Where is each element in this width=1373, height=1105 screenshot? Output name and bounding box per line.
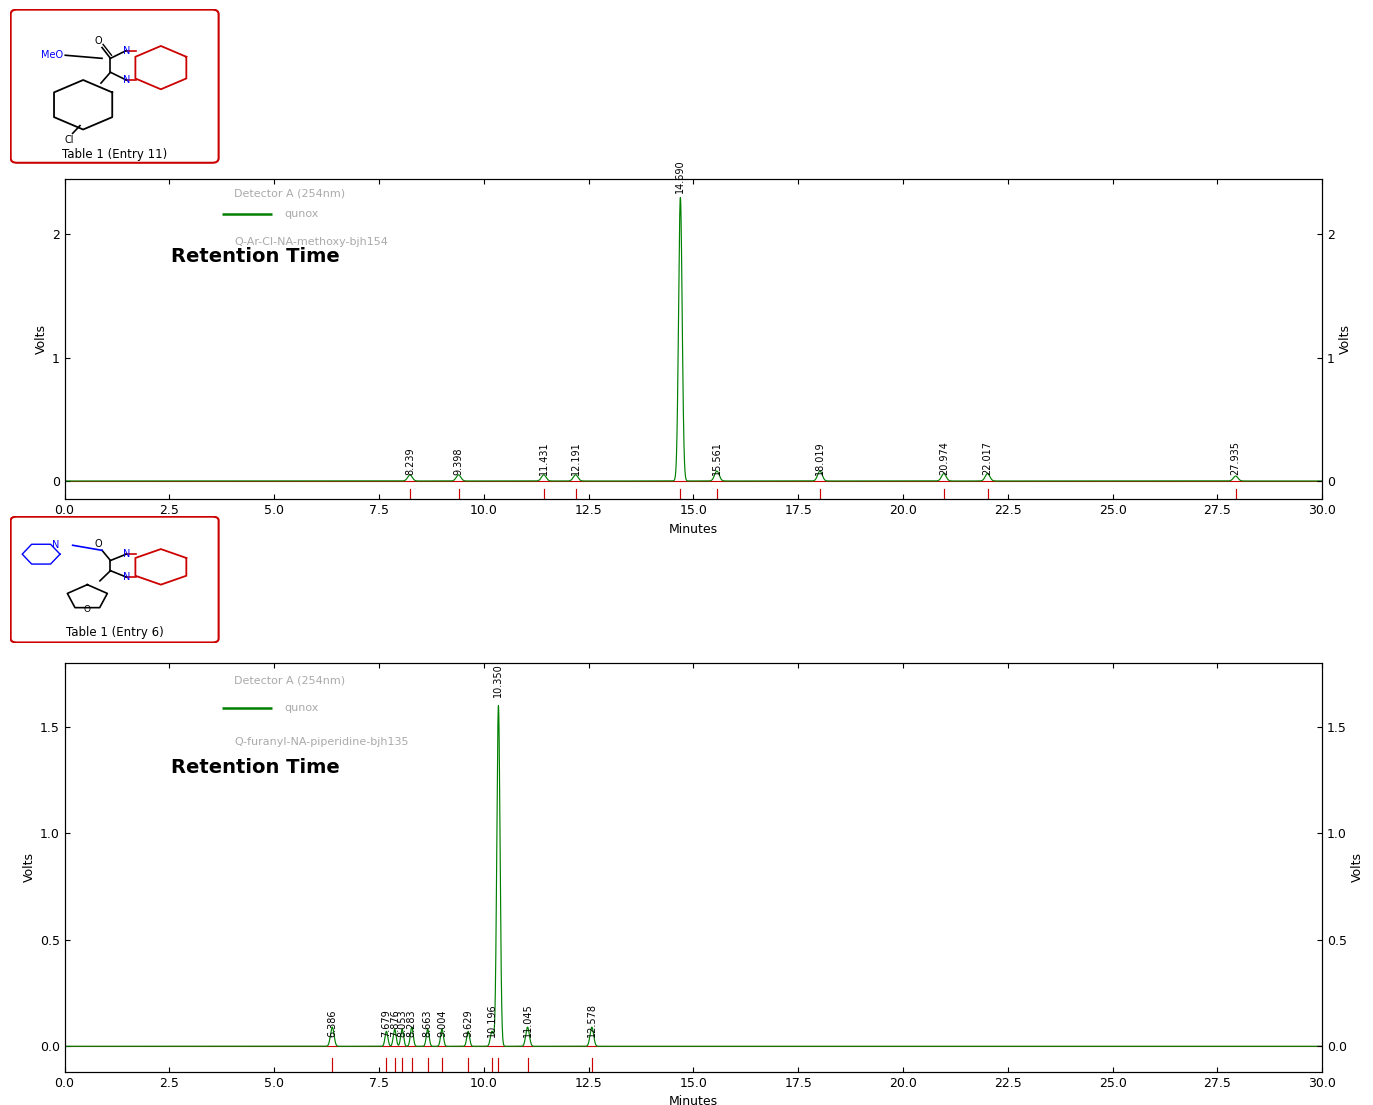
Text: 8.239: 8.239 xyxy=(405,448,415,475)
Text: Cl: Cl xyxy=(65,135,74,145)
Y-axis label: Volts: Volts xyxy=(1351,852,1365,883)
Text: 7.876: 7.876 xyxy=(390,1009,400,1036)
Text: O: O xyxy=(93,36,102,46)
Text: Table 1 (Entry 11): Table 1 (Entry 11) xyxy=(62,148,168,160)
Y-axis label: Volts: Volts xyxy=(34,324,48,355)
Text: 18.019: 18.019 xyxy=(816,442,825,475)
Text: 8.283: 8.283 xyxy=(406,1009,417,1036)
Text: 12.578: 12.578 xyxy=(586,1002,597,1036)
Text: Q-furanyl-NA-piperidine-bjh135: Q-furanyl-NA-piperidine-bjh135 xyxy=(235,737,409,747)
Text: 10.196: 10.196 xyxy=(487,1003,497,1036)
Text: 8.053: 8.053 xyxy=(397,1009,408,1036)
Text: Retention Time: Retention Time xyxy=(172,758,341,778)
Text: 20.974: 20.974 xyxy=(939,442,949,475)
Text: N: N xyxy=(122,549,130,559)
Text: 11.431: 11.431 xyxy=(538,442,549,475)
Text: Detector A (254nm): Detector A (254nm) xyxy=(235,189,346,199)
Text: 15.561: 15.561 xyxy=(711,442,722,475)
Y-axis label: Volts: Volts xyxy=(1339,324,1352,355)
Text: O: O xyxy=(84,604,91,614)
Text: N: N xyxy=(122,45,130,55)
Text: 8.663: 8.663 xyxy=(423,1009,432,1036)
Text: N: N xyxy=(122,572,130,582)
Text: 12.191: 12.191 xyxy=(571,442,581,475)
Text: 14.690: 14.690 xyxy=(676,159,685,192)
Text: Retention Time: Retention Time xyxy=(172,248,341,266)
Text: 10.350: 10.350 xyxy=(493,663,504,697)
X-axis label: Minutes: Minutes xyxy=(669,1095,718,1105)
Text: N: N xyxy=(52,540,59,550)
Text: 9.398: 9.398 xyxy=(453,448,464,475)
Text: Q-Ar-Cl-NA-methoxy-bjh154: Q-Ar-Cl-NA-methoxy-bjh154 xyxy=(235,236,389,246)
X-axis label: Minutes: Minutes xyxy=(669,523,718,536)
Text: 7.679: 7.679 xyxy=(382,1009,391,1036)
Text: O: O xyxy=(93,539,102,549)
Text: Detector A (254nm): Detector A (254nm) xyxy=(235,675,346,685)
FancyBboxPatch shape xyxy=(1,2,228,170)
Text: 11.045: 11.045 xyxy=(523,1003,533,1036)
Text: 27.935: 27.935 xyxy=(1230,441,1241,475)
Text: 22.017: 22.017 xyxy=(983,441,993,475)
Text: 9.004: 9.004 xyxy=(437,1009,448,1036)
Text: qunox: qunox xyxy=(284,209,319,219)
FancyBboxPatch shape xyxy=(1,511,228,649)
Text: MeO: MeO xyxy=(41,50,63,61)
Text: 6.386: 6.386 xyxy=(327,1009,338,1036)
Y-axis label: Volts: Volts xyxy=(22,852,36,883)
Text: N: N xyxy=(122,75,130,85)
Text: 9.629: 9.629 xyxy=(463,1009,474,1036)
Text: Table 1 (Entry 6): Table 1 (Entry 6) xyxy=(66,627,163,640)
Text: qunox: qunox xyxy=(284,703,319,713)
